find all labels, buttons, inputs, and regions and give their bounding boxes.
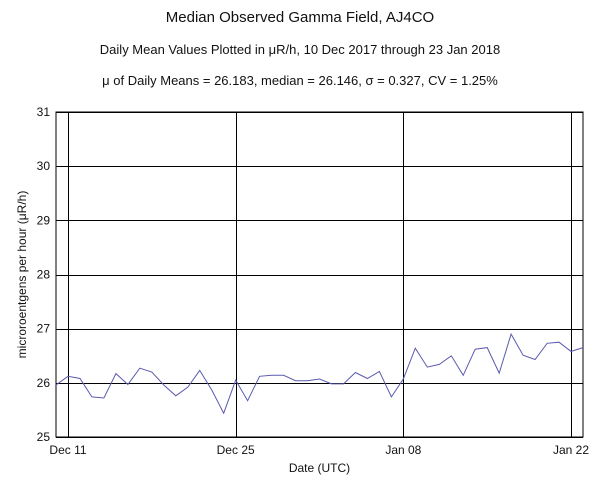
x-tick-label: Dec 25 [217,443,255,457]
y-tick-label: 27 [37,322,51,336]
grid-lines [56,112,583,438]
series-layer [55,332,584,415]
y-tick-label: 25 [37,430,51,444]
y-tick-label: 26 [37,376,51,390]
y-tick-label: 29 [37,213,51,227]
y-tick-label: 28 [37,268,51,282]
x-tick-label: Jan 22 [553,443,589,457]
y-tick-labels: 25 26 27 28 29 30 31 [37,105,51,444]
y-tick-label: 30 [37,159,51,173]
plot-frame [55,111,584,438]
x-tick-label: Dec 11 [49,443,86,457]
y-axis-label: microroentgens per hour (μR/h) [15,191,29,359]
x-axis-label: Date (UTC) [289,461,350,475]
chart-subtitle: Daily Mean Values Plotted in μR/h, 10 De… [99,42,501,57]
x-tick-label: Jan 08 [385,443,421,457]
x-tick-labels: Dec 11 Dec 25 Jan 08 Jan 22 [49,443,589,457]
chart-title: Median Observed Gamma Field, AJ4CO [165,9,435,26]
chart-stats-line: μ of Daily Means = 26.183, median = 26.1… [102,73,498,88]
y-tick-label: 31 [37,105,51,119]
series-line [55,332,584,415]
